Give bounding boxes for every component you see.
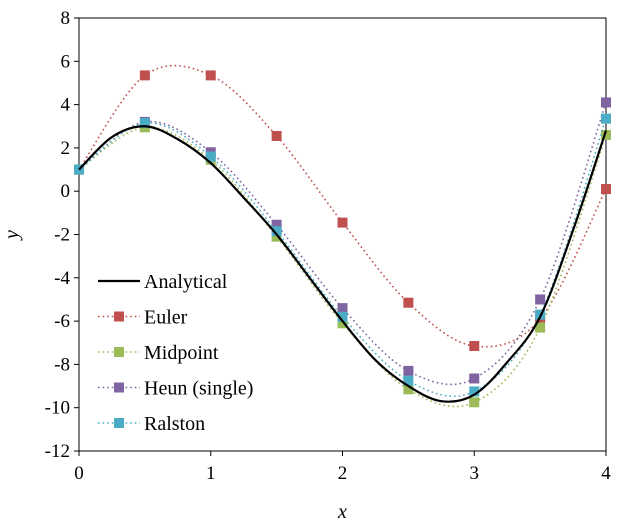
y-tick-label: 4 — [61, 95, 71, 116]
data-point-marker — [535, 294, 546, 305]
legend-item: Analytical — [98, 271, 228, 293]
data-point-marker — [271, 130, 282, 141]
legend-item: Ralston — [98, 413, 205, 435]
legend-item: Euler — [98, 307, 188, 329]
legend-marker — [114, 311, 124, 322]
y-axis-title: y — [1, 230, 23, 241]
series-line — [78, 125, 608, 403]
legend-item: Midpoint — [98, 342, 219, 364]
data-point-marker — [139, 118, 150, 129]
data-point-marker — [469, 397, 480, 408]
data-point-marker — [205, 70, 216, 81]
series-layer — [74, 64, 611, 408]
legend-item: Heun (single) — [98, 378, 253, 400]
data-point-marker — [271, 219, 282, 230]
data-point-marker — [403, 297, 414, 308]
series-line — [78, 126, 607, 408]
data-point-marker — [469, 340, 480, 351]
data-point-marker — [403, 365, 414, 376]
y-tick-label: -10 — [45, 398, 70, 419]
x-axis-ticks: 0 1 2 3 4 — [74, 451, 611, 484]
legend: Analytical Euler Midpoint Heun (single) Rals… — [98, 271, 253, 435]
y-tick-label: -2 — [54, 225, 70, 246]
y-tick-label: -12 — [45, 441, 70, 462]
y-tick-label: -4 — [54, 268, 70, 289]
y-tick-label: -6 — [54, 311, 70, 332]
series-midpoint — [74, 122, 611, 408]
legend-label: Analytical — [144, 271, 228, 293]
data-point-marker — [601, 129, 611, 140]
x-tick-label: 1 — [206, 463, 216, 484]
data-point-marker — [469, 373, 480, 384]
x-axis-title: x — [337, 501, 347, 523]
series-analytical — [78, 125, 608, 403]
data-point-marker — [469, 386, 480, 397]
legend-label: Euler — [144, 307, 188, 329]
y-tick-label: 8 — [61, 8, 71, 29]
x-tick-label: 4 — [601, 463, 611, 484]
data-point-marker — [601, 113, 611, 124]
legend-marker — [114, 347, 124, 357]
x-tick-label: 2 — [338, 463, 348, 484]
data-point-marker — [403, 375, 414, 386]
data-point-marker — [337, 217, 348, 228]
data-point-marker — [337, 318, 348, 329]
data-point-marker — [403, 384, 414, 395]
data-point-marker — [205, 151, 216, 162]
y-tick-label: 0 — [61, 181, 71, 202]
legend-marker — [114, 382, 124, 393]
x-tick-label: 3 — [470, 463, 480, 484]
y-tick-label: -8 — [54, 354, 70, 375]
data-point-marker — [271, 231, 282, 242]
data-point-marker — [535, 322, 546, 333]
data-point-marker — [337, 303, 348, 314]
data-point-marker — [601, 184, 611, 195]
y-tick-label: 6 — [61, 51, 71, 72]
legend-label: Heun (single) — [144, 378, 253, 400]
y-axis-ticks: -12 -10 -8 -6 -4 -2 0 2 4 6 8 — [45, 8, 79, 462]
data-point-marker — [337, 311, 348, 322]
y-tick-label: 2 — [61, 138, 71, 159]
data-point-marker — [139, 70, 150, 81]
data-point-marker — [271, 226, 282, 237]
legend-marker — [114, 418, 124, 428]
legend-label: Midpoint — [144, 342, 219, 364]
x-tick-label: 0 — [74, 463, 84, 484]
legend-label: Ralston — [144, 413, 205, 435]
data-point-marker — [601, 97, 611, 108]
